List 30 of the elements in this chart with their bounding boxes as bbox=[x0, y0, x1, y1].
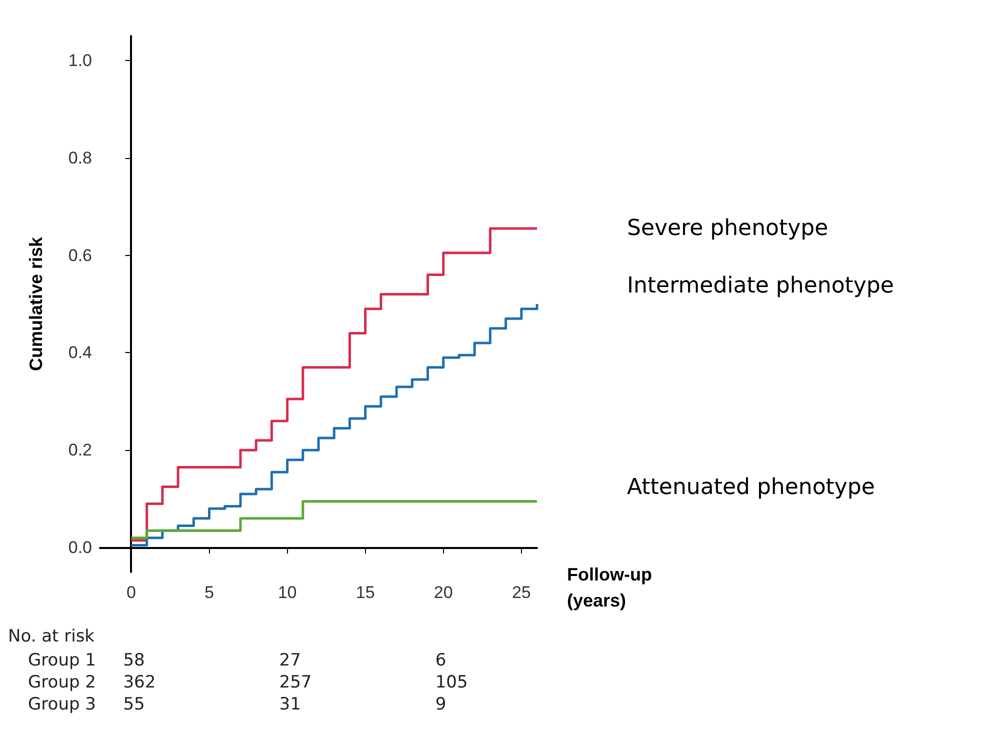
y-tick-label: 0.0 bbox=[68, 538, 92, 558]
text: No. at risk bbox=[8, 626, 95, 646]
text: 31 bbox=[279, 694, 301, 714]
text: Group 2 bbox=[28, 672, 96, 692]
y-tick-label: 0.2 bbox=[68, 440, 92, 460]
x-tick-label: 5 bbox=[204, 583, 214, 602]
text: 257 bbox=[279, 672, 312, 692]
x-tick-label: 15 bbox=[356, 583, 375, 602]
text: Intermediate phenotype bbox=[627, 274, 894, 298]
text: Attenuated phenotype bbox=[627, 474, 875, 500]
text: Severe phenotype bbox=[627, 216, 828, 241]
y-tick-label: 0.6 bbox=[68, 246, 92, 265]
text: 6 bbox=[435, 650, 446, 670]
text: 105 bbox=[435, 672, 468, 692]
x-tick-label: 25 bbox=[512, 583, 531, 602]
x-axis-title: Follow-up (years) bbox=[567, 564, 652, 611]
text: 362 bbox=[123, 672, 156, 692]
text: Group 1 bbox=[28, 650, 96, 670]
text: 9 bbox=[435, 694, 446, 714]
text: 58 bbox=[123, 650, 145, 670]
y-axis-title: Cumulative risk bbox=[26, 236, 46, 372]
text: 55 bbox=[123, 694, 145, 714]
x-tick-label: 0 bbox=[126, 583, 136, 602]
text: Group 3 bbox=[28, 694, 96, 714]
text: 27 bbox=[279, 650, 301, 670]
y-tick-label: 1.0 bbox=[68, 50, 92, 70]
y-tick-label: 0.4 bbox=[68, 343, 92, 362]
x-tick-label: 20 bbox=[434, 583, 453, 602]
y-tick-label: 0.8 bbox=[68, 148, 92, 168]
x-tick-label: 10 bbox=[278, 583, 297, 602]
